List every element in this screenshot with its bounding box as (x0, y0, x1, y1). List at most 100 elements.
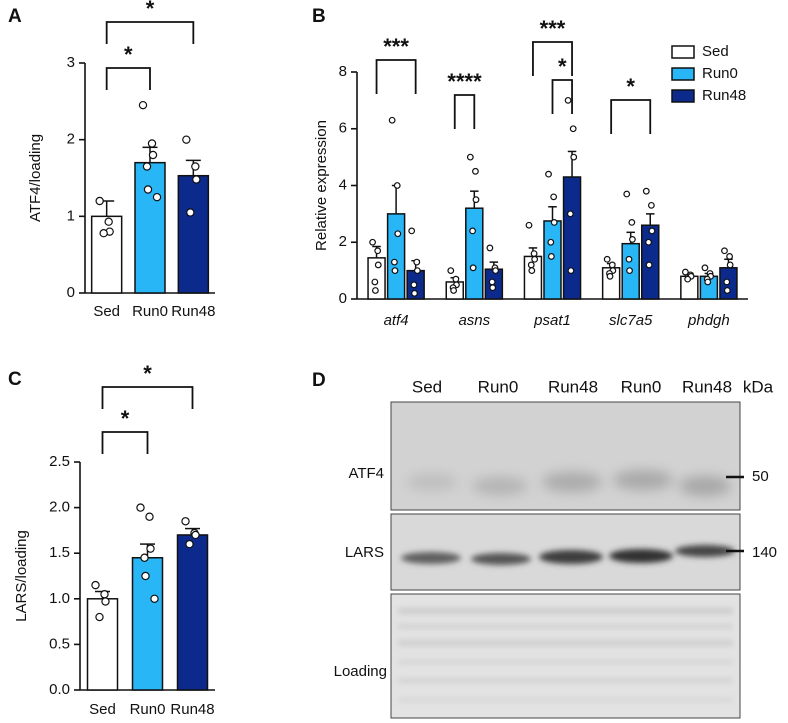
data-point (704, 278, 712, 286)
data-point (623, 190, 631, 198)
significance-bracket (532, 41, 573, 76)
data-point (625, 255, 633, 263)
data-point (567, 267, 575, 275)
data-point (569, 125, 577, 133)
data-point (100, 590, 109, 599)
data-point (142, 162, 152, 171)
bar (562, 176, 582, 300)
significance-label: * (558, 54, 567, 79)
data-point (182, 135, 191, 144)
data-point (626, 267, 633, 275)
x-tick-label: slc7a5 (609, 312, 653, 329)
bar (543, 220, 562, 300)
significance-bracket (453, 94, 476, 129)
significance-label: **** (447, 69, 482, 94)
data-point (642, 187, 650, 195)
data-point (726, 261, 734, 269)
bar (134, 161, 166, 294)
data-point (410, 281, 418, 289)
data-point (374, 261, 382, 269)
data-point (447, 267, 455, 275)
x-tick-label: asns (458, 312, 490, 329)
blot-bands (401, 545, 735, 565)
significance-bracket (551, 79, 573, 114)
data-point (394, 230, 402, 238)
data-point (566, 210, 574, 218)
data-point (185, 539, 194, 549)
data-point (530, 250, 538, 258)
data-point (452, 275, 460, 283)
data-point (371, 278, 379, 286)
data-point (606, 272, 614, 280)
data-point (525, 221, 533, 229)
significance-label: *** (383, 34, 409, 59)
data-point (413, 267, 421, 275)
data-point (191, 162, 200, 171)
significance-label: * (143, 361, 152, 386)
x-tick-label: Run0 (132, 303, 168, 320)
lane-label: Run48 (682, 377, 732, 396)
legend-swatch (671, 45, 695, 59)
y-tick-label: 0.5 (49, 635, 70, 652)
blot-bands (406, 470, 731, 496)
x-tick-label: psat1 (533, 312, 571, 329)
legend-swatch (671, 89, 695, 103)
y-tick-label: 3 (67, 54, 75, 71)
data-point (603, 255, 611, 263)
significance-label: * (146, 0, 155, 21)
data-point (374, 247, 382, 255)
data-point (645, 238, 652, 246)
row-label: ATF4 (348, 465, 384, 482)
data-point (608, 261, 616, 269)
data-point (91, 580, 100, 590)
data-point (550, 193, 558, 201)
y-axis-label: Relative expression (313, 120, 330, 251)
data-point (472, 196, 480, 204)
data-point (136, 503, 145, 512)
row-label: Loading (334, 663, 387, 680)
significance-bracket (375, 59, 417, 94)
data-point (628, 218, 636, 226)
significance-bracket (105, 21, 195, 44)
data-point (152, 192, 162, 202)
bar (465, 207, 484, 300)
panel-letter: A (8, 6, 22, 27)
data-point (99, 228, 108, 238)
y-tick-label: 4 (339, 176, 347, 193)
data-point (564, 96, 572, 104)
data-point (411, 289, 418, 297)
y-tick-label: 2 (339, 233, 347, 250)
data-point (648, 227, 656, 235)
bar (90, 215, 123, 294)
data-point (489, 284, 497, 292)
y-tick-label: 8 (339, 63, 347, 80)
x-tick-label: atf4 (384, 312, 409, 329)
significance-bracket (105, 67, 151, 90)
data-point (413, 258, 421, 266)
data-point (147, 139, 157, 148)
data-point (181, 517, 190, 526)
panel-letter: B (312, 6, 326, 27)
data-point (101, 597, 110, 606)
data-point (721, 247, 728, 255)
data-point (726, 253, 733, 260)
x-tick-label: phdgh (687, 312, 730, 329)
y-tick-label: 1.5 (49, 544, 70, 561)
data-point (146, 544, 155, 553)
data-point (369, 238, 376, 246)
legend-label: Run48 (702, 87, 746, 104)
data-point (138, 100, 148, 110)
data-point (472, 167, 479, 175)
legend-label: Sed (702, 43, 729, 60)
data-point (192, 175, 201, 184)
bar (86, 598, 119, 691)
data-point (150, 594, 159, 604)
significance-label: * (626, 74, 635, 99)
data-point (408, 227, 416, 235)
significance-label: * (124, 42, 133, 67)
unit-label: kDa (743, 377, 774, 396)
legend-swatch (671, 67, 695, 81)
data-point (723, 278, 731, 286)
data-point (466, 153, 474, 161)
data-point (186, 208, 195, 217)
